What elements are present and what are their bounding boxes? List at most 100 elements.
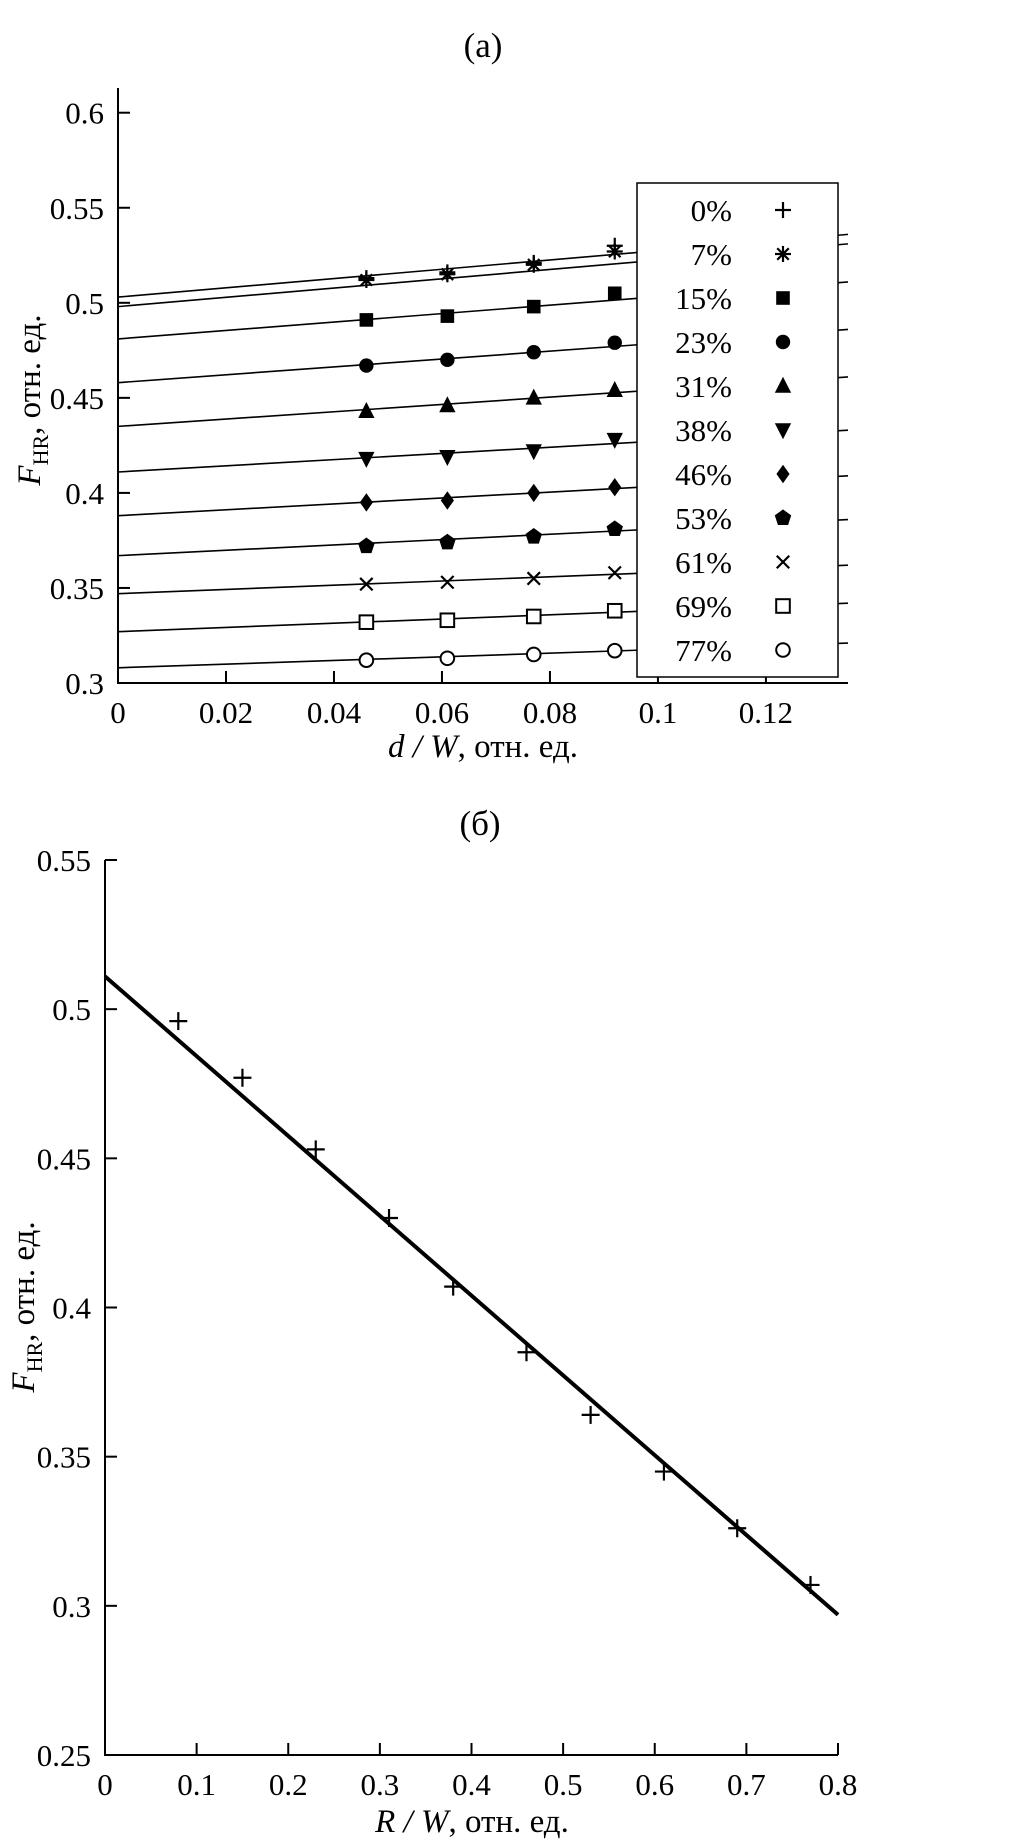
x-tick-label: 0.04	[307, 695, 362, 730]
x-tick-label: 0.1	[177, 1767, 216, 1802]
y-tick-label: 0.55	[50, 191, 104, 226]
marker-triangle-down-filled	[774, 423, 792, 440]
chart-a: (а) 0 0.02 0.04 0.06 0.08 0.1 0.12 0.3 0.35 0.4 0.4…	[12, 26, 849, 765]
marker-plus	[380, 1209, 399, 1227]
chart-a-figure: (а) 0 0.02 0.04 0.06 0.08 0.1 0.12 0.3 0.35 0.4 0.4…	[0, 0, 1028, 790]
marker-triangle-up-filled	[358, 401, 375, 418]
marker-x	[607, 565, 622, 580]
axes	[104, 860, 838, 1756]
x-tick-label: 0.6	[635, 1767, 674, 1802]
marker-circle-filled	[359, 358, 374, 373]
marker-x	[775, 554, 791, 570]
marker-square-filled	[607, 286, 622, 301]
legend-label: 15%	[675, 281, 732, 316]
marker-circle-filled	[526, 345, 541, 360]
marker-square-open	[775, 598, 791, 614]
marker-asterisk	[775, 246, 791, 262]
marker-asterisk	[358, 271, 375, 288]
marker-pentagon-filled	[606, 520, 623, 537]
marker-plus	[169, 1012, 188, 1031]
marker-triangle-down-filled	[606, 432, 623, 449]
marker-x	[526, 571, 541, 586]
x-tick-label: 0	[97, 1767, 113, 1802]
marker-plus	[801, 1575, 820, 1594]
y-tick-label: 0.4	[52, 1291, 91, 1326]
x-tick-label: 0.02	[199, 695, 253, 730]
marker-plus	[517, 1343, 536, 1362]
x-tick-label: 0.8	[819, 1767, 858, 1802]
x-axis-label: R / W, отн. ед.	[374, 1804, 569, 1840]
marker-asterisk	[606, 243, 623, 260]
marker-square-filled	[776, 291, 790, 305]
marker-plus	[654, 1462, 673, 1481]
marker-diamond-filled	[440, 491, 454, 510]
y-tick-label: 0.4	[65, 476, 104, 511]
marker-x	[359, 577, 374, 592]
marker-triangle-up-filled	[439, 396, 456, 413]
chart-title: (а)	[464, 26, 503, 65]
y-tick-label: 0.35	[37, 1440, 91, 1475]
y-axis-label: FHR, отн. ед.	[12, 314, 53, 486]
marker-circle-filled	[607, 335, 622, 350]
marker-diamond-filled	[527, 483, 541, 503]
x-tick-label: 0.08	[523, 695, 577, 730]
marker-pentagon-filled	[358, 537, 375, 554]
x-tick-label: 0.1	[639, 695, 678, 730]
marker-pentagon-filled	[439, 533, 456, 550]
marker-diamond-filled	[776, 464, 790, 484]
chart-b: (б) 0 0.1 0.2 0.3 0.4 0.5 0.6 0.7 0.8 0.25 0.3 0.35 0…	[6, 804, 858, 1840]
marker-triangle-down-filled	[358, 451, 375, 468]
legend-label: 46%	[675, 457, 732, 492]
x-tick-label: 0.3	[361, 1767, 400, 1802]
y-tick-label: 0.45	[37, 1141, 91, 1176]
marker-plus	[233, 1068, 252, 1087]
marker-diamond-filled	[608, 478, 622, 497]
marker-plus	[581, 1405, 600, 1424]
marker-circle-open	[525, 646, 542, 663]
fit-line	[103, 974, 840, 1617]
x-tick-label: 0.7	[727, 1767, 766, 1802]
legend-label: 61%	[675, 545, 732, 580]
marker-square-open	[439, 612, 456, 629]
marker-triangle-down-filled	[439, 449, 456, 466]
legend-label: 7%	[691, 237, 732, 272]
legend-label: 31%	[675, 369, 732, 404]
marker-circle-open	[606, 642, 623, 659]
marker-triangle-down-filled	[525, 444, 542, 461]
marker-square-filled	[440, 309, 455, 323]
legend-box	[636, 182, 839, 678]
legend-label: 23%	[675, 325, 732, 360]
marker-circle-open	[775, 642, 791, 658]
marker-square-open	[606, 602, 623, 619]
chart-title: (б)	[459, 804, 500, 843]
x-tick-label: 0.06	[415, 695, 469, 730]
y-tick-label: 0.25	[37, 1738, 91, 1773]
marker-circle-open	[358, 652, 375, 668]
legend-label: 53%	[675, 501, 732, 536]
x-tick-label: 0.5	[544, 1767, 583, 1802]
x-tick-label: 0	[110, 695, 126, 730]
marker-pentagon-filled	[525, 527, 542, 544]
y-axis-label: FHR, отн. ед.	[6, 1221, 47, 1393]
marker-triangle-up-filled	[525, 388, 542, 405]
marker-circle-filled	[440, 352, 455, 368]
legend-label: 77%	[675, 633, 732, 668]
marker-square-filled	[359, 313, 374, 327]
marker-square-open	[358, 614, 375, 630]
y-tick-label: 0.45	[50, 381, 104, 416]
marker-plus	[775, 202, 791, 218]
y-tick-label: 0.5	[65, 286, 104, 321]
chart-b-figure: (б) 0 0.1 0.2 0.3 0.4 0.5 0.6 0.7 0.8 0.25 0.3 0.35 0…	[0, 790, 1028, 1840]
marker-plus	[728, 1519, 747, 1538]
legend-label: 38%	[675, 413, 732, 448]
marker-asterisk	[525, 256, 542, 273]
marker-triangle-up-filled	[606, 381, 623, 398]
y-tick-label: 0.55	[37, 843, 91, 878]
marker-triangle-up-filled	[774, 376, 792, 393]
marker-asterisk	[439, 266, 456, 283]
legend-label: 69%	[675, 589, 732, 624]
y-tick-label: 0.6	[65, 96, 104, 131]
y-tick-label: 0.3	[52, 1589, 91, 1624]
y-tick-label: 0.35	[50, 571, 104, 606]
